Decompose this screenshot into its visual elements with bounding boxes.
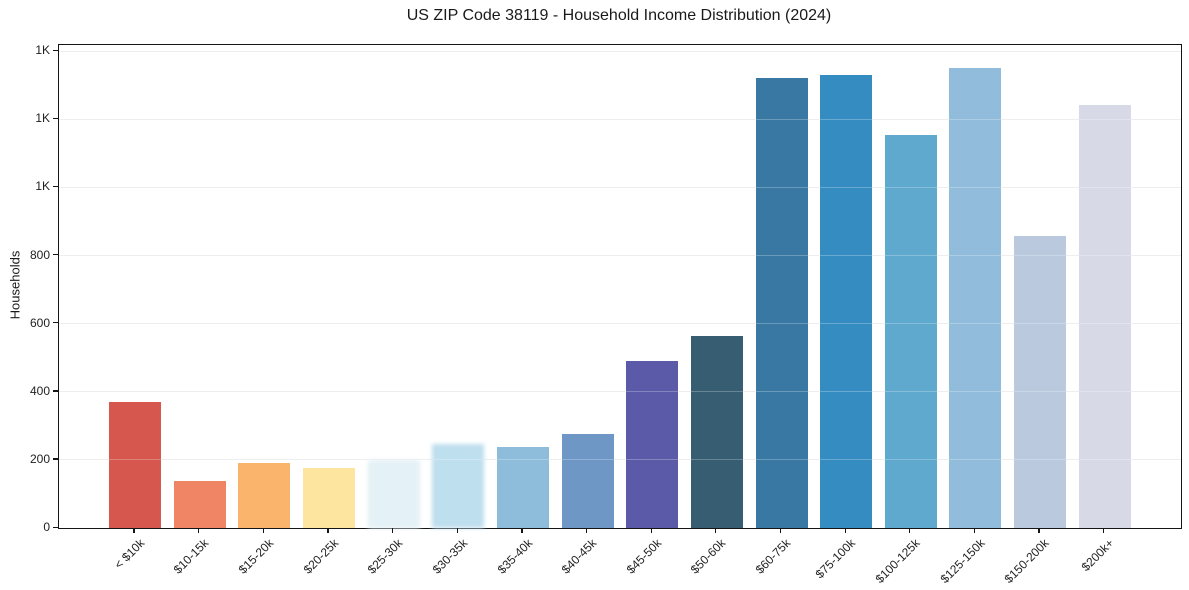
bar xyxy=(949,67,1002,528)
bar xyxy=(432,444,485,528)
x-tick-mark xyxy=(779,528,782,534)
x-tick-label-text: $75-100k xyxy=(812,536,859,582)
gridline xyxy=(59,459,1181,461)
bar xyxy=(820,74,873,528)
gridline-overlay xyxy=(59,186,1181,188)
x-tick-mark xyxy=(198,528,200,534)
bar xyxy=(755,77,808,528)
x-tick-label-text: $200k+ xyxy=(1078,536,1117,574)
x-tick-label-text: $35-40k xyxy=(494,536,535,577)
x-tick-mark xyxy=(1038,528,1040,534)
y-tick-label: 0 xyxy=(43,520,50,534)
x-tick-label-text: $25-30k xyxy=(364,536,406,577)
bar xyxy=(690,336,743,528)
x-tick-label-text: $125-150k xyxy=(937,536,988,587)
x-tick-mark xyxy=(327,528,329,534)
gridline xyxy=(59,323,1181,325)
bar xyxy=(173,481,226,528)
x-tick-label-text: $60-75k xyxy=(752,536,794,577)
bar xyxy=(884,135,937,528)
x-tick-label-text: $40-45k xyxy=(558,536,600,577)
x-tick-mark xyxy=(973,528,976,534)
gridline-overlay xyxy=(59,391,1181,393)
y-tick-label: 200 xyxy=(29,451,50,466)
y-tick-label: 600 xyxy=(29,315,50,330)
y-tick-label: 400 xyxy=(29,383,50,398)
y-tick-mark xyxy=(53,49,58,51)
y-tick-label: 1K xyxy=(35,111,50,126)
y-tick-mark xyxy=(53,117,58,120)
x-tick-label-text: $150-200k xyxy=(1001,536,1052,587)
bar xyxy=(626,360,679,528)
x-tick-label-text: < $10k xyxy=(111,536,147,572)
x-tick-label-text: $10-15k xyxy=(170,536,212,577)
x-tick-mark xyxy=(1103,528,1105,534)
x-tick-mark xyxy=(585,528,588,534)
bar xyxy=(238,462,291,528)
y-tick-mark xyxy=(53,526,58,528)
bar xyxy=(109,401,161,528)
gridline-overlay xyxy=(59,323,1181,325)
gridline xyxy=(59,186,1181,188)
y-tick-label: 1K xyxy=(35,179,50,194)
x-tick-mark xyxy=(456,528,458,534)
x-tick-mark xyxy=(715,528,717,534)
x-tick-label-text: $30-35k xyxy=(429,536,471,577)
gridline xyxy=(59,50,1181,52)
x-tick-mark xyxy=(650,528,652,534)
x-tick-mark xyxy=(133,528,135,534)
y-tick-mark xyxy=(53,254,58,256)
gridline xyxy=(59,255,1181,257)
bar xyxy=(1014,235,1067,528)
x-tick-label-text: $100-125k xyxy=(872,536,923,587)
x-tick-mark xyxy=(262,528,264,534)
x-tick-label-text: $45-50k xyxy=(623,536,665,577)
x-tick-label-text: $50-60k xyxy=(688,536,729,577)
bar xyxy=(496,446,549,528)
gridline-overlay xyxy=(59,255,1181,257)
y-tick-mark xyxy=(53,390,58,392)
x-tick-mark xyxy=(391,528,394,534)
y-tick-mark xyxy=(53,322,58,324)
bar xyxy=(367,459,420,528)
gridline xyxy=(59,118,1181,120)
bar xyxy=(302,467,355,528)
chart-title: US ZIP Code 38119 - Household Income Dis… xyxy=(406,7,832,24)
x-tick-mark xyxy=(521,528,523,534)
gridline-overlay xyxy=(59,459,1181,461)
y-tick-label: 800 xyxy=(29,247,50,262)
x-tick-label-text: $20-25k xyxy=(300,536,341,577)
y-tick-mark xyxy=(53,458,58,460)
plot-area xyxy=(58,44,1182,529)
x-tick-mark xyxy=(844,528,846,534)
gridline xyxy=(59,391,1181,393)
bar xyxy=(1078,104,1131,528)
bar xyxy=(561,433,614,528)
gridline-overlay xyxy=(59,118,1181,120)
y-tick-mark xyxy=(53,185,58,188)
x-tick-mark xyxy=(909,528,911,534)
gridline-overlay xyxy=(59,50,1181,52)
y-tick-label: 1K xyxy=(35,43,50,58)
x-tick-label-text: $15-20k xyxy=(235,536,277,577)
